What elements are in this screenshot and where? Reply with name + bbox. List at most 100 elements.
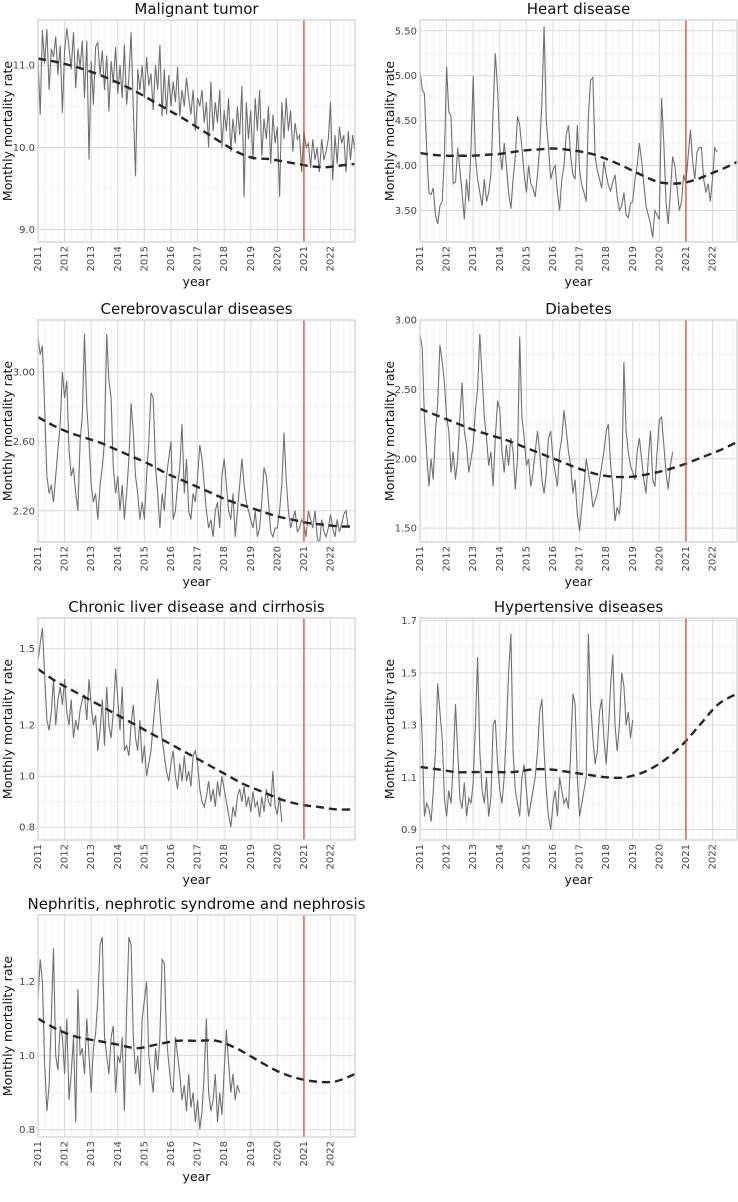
x-tick-label: 2020 [272,844,283,869]
x-tick-label: 2012 [60,246,71,271]
plot-frame [419,319,738,543]
x-tick-label: 2020 [654,844,665,869]
x-tick-label: 2021 [299,844,310,869]
x-axis-label: year [565,574,594,589]
y-tick-label: 1.5 [19,644,35,655]
observed-series-line [420,333,674,531]
observed-series-line [38,333,349,542]
observed-series-line [38,628,283,828]
x-tick-label: 2015 [521,844,532,869]
x-axis-label: year [183,274,212,289]
y-axis-label: Monthly mortality rate [382,61,397,201]
x-tick-label: 2021 [299,1141,310,1166]
x-tick-label: 2016 [548,844,559,869]
trend-line [38,668,355,811]
y-axis-label: Monthly mortality rate [0,61,15,201]
x-tick-label: 2017 [193,546,204,571]
x-tick-label: 2015 [521,546,532,571]
y-tick-label: 2.60 [13,437,35,448]
x-tick-label: 2015 [139,1141,150,1166]
x-tick-label: 2019 [246,246,257,271]
x-axis-label: year [565,274,594,289]
x-tick-label: 2017 [193,1141,204,1166]
y-tick-label: 1.5 [401,668,417,679]
x-tick-label: 2017 [575,546,586,571]
x-tick-label: 2016 [548,246,559,271]
y-tick-label: 1.0 [19,772,35,783]
x-tick-label: 2018 [219,246,230,271]
x-tick-label: 2015 [139,246,150,271]
trend-line [420,692,737,780]
x-tick-label: 2014 [495,844,506,869]
x-axis-label: year [183,872,212,887]
chart-panel-6: 2011 2012 2013 2014 2015 2016 2017 2018 2019 2020… [382,598,738,887]
x-tick-label: 2021 [299,546,310,571]
x-tick-label: 2021 [681,844,692,869]
chart-title: Heart disease [527,0,630,18]
x-tick-label: 2022 [708,546,719,571]
x-tick-label: 2011 [415,844,426,869]
trend-line [420,407,737,479]
x-tick-label: 2012 [60,844,71,869]
x-tick-label: 2013 [86,246,97,271]
x-tick-label: 2017 [193,844,204,869]
chart-title: Chronic liver disease and cirrhosis [68,598,325,616]
plot-frame [419,19,738,243]
plot-frame [37,617,356,841]
x-tick-label: 2011 [33,546,44,571]
x-tick-label: 2020 [654,546,665,571]
x-tick-label: 2014 [495,546,506,571]
chart-panel-3: 2011 2012 2013 2014 2015 2016 2017 2018 2019 2020… [0,300,356,589]
x-tick-label: 2022 [326,546,337,571]
x-tick-label: 2013 [86,546,97,571]
x-tick-label: 2020 [272,546,283,571]
x-tick-label: 2013 [468,546,479,571]
y-tick-label: 1.50 [395,524,417,535]
x-axis-label: year [183,1169,212,1184]
chart-title: Nephritis, nephrotic syndrome and nephro… [28,895,366,913]
x-tick-label: 2011 [415,246,426,271]
x-tick-label: 2013 [86,844,97,869]
trend-line [38,1017,355,1084]
x-tick-label: 2014 [113,246,124,271]
chart-panel-7: 2011 2012 2013 2014 2015 2016 2017 2018 2019 2020… [0,895,366,1184]
observed-series-line [38,28,355,197]
chart-title: Diabetes [545,300,612,318]
x-tick-label: 2020 [272,246,283,271]
x-tick-label: 2017 [193,246,204,271]
x-axis-label: year [183,574,212,589]
y-tick-label: 0.8 [19,823,35,834]
chart-title: Cerebrovascular diseases [100,300,292,318]
x-tick-label: 2018 [601,844,612,869]
y-axis-label: Monthly mortality rate [0,361,15,501]
x-tick-label: 2022 [326,246,337,271]
x-tick-label: 2018 [219,546,230,571]
x-tick-label: 2016 [166,844,177,869]
y-tick-label: 3.00 [13,368,35,379]
x-tick-label: 2019 [246,1141,257,1166]
chart-panel-2: 2011 2012 2013 2014 2015 2016 2017 2018 2019 2020… [382,0,738,289]
x-tick-label: 2022 [708,246,719,271]
y-tick-label: 5.00 [395,71,417,82]
observed-series-line [38,937,241,1130]
y-tick-label: 1.3 [401,721,417,732]
x-tick-label: 2018 [219,1141,230,1166]
y-tick-label: 1.2 [19,721,35,732]
x-tick-label: 2013 [468,246,479,271]
plot-frame [419,617,738,841]
y-tick-label: 2.20 [13,506,35,517]
y-tick-label: 3.00 [395,316,417,327]
x-tick-label: 2012 [60,1141,71,1166]
x-tick-label: 2019 [246,546,257,571]
y-tick-label: 2.00 [395,454,417,465]
y-tick-label: 1.1 [401,773,417,784]
trend-line [420,147,737,185]
trend-line [38,57,355,169]
y-tick-label: 10.0 [13,143,35,154]
x-tick-label: 2019 [628,546,639,571]
chart-title: Malignant tumor [134,0,259,18]
chart-title: Hypertensive diseases [494,598,664,616]
x-tick-label: 2013 [468,844,479,869]
y-tick-label: 9.0 [19,225,35,236]
x-tick-label: 2015 [139,844,150,869]
